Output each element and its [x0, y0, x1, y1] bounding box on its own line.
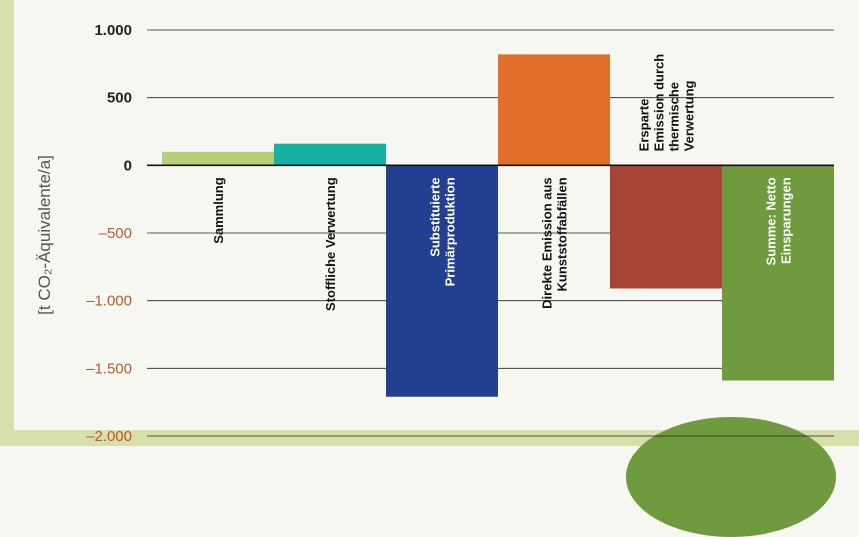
bar-label-text: Stoffliche Verwertung	[323, 177, 338, 311]
y-tick-label: –2.000	[86, 428, 132, 445]
bar	[274, 143, 386, 166]
y-tick-label: 500	[107, 90, 132, 107]
y-tick-label: –500	[99, 225, 132, 242]
bar-label-line: Ersparte	[637, 99, 652, 152]
bar-label-text: Summe: NettoEinsparungen	[764, 177, 794, 265]
bar-label: ErsparteEmission durchthermischeVerwertu…	[637, 54, 697, 152]
bar	[162, 151, 274, 166]
bar-label: Direkte Emission ausKunststoffabfällen	[540, 177, 570, 309]
bar-label-line: Primärproduktion	[443, 177, 458, 286]
bar-label: SubstituiertePrimärproduktion	[428, 177, 458, 286]
y-axis-label: [t CO₂-Äquivalente/a]	[35, 155, 54, 315]
y-tick-label: –1.500	[86, 360, 132, 377]
bar-label-line: Stoffliche Verwertung	[323, 177, 338, 311]
bar-label-text: ErsparteEmission durchthermischeVerwertu…	[637, 54, 697, 152]
bar-label-line: Kunststoffabfällen	[555, 177, 570, 291]
bar-label-line: Verwertung	[682, 80, 697, 151]
y-tick-label: 1.000	[94, 22, 132, 39]
bar-label-line: thermische	[667, 82, 682, 151]
bar-label-text: SubstituiertePrimärproduktion	[428, 177, 458, 286]
y-tick-label: –1.000	[86, 293, 132, 310]
bar-label-text: Direkte Emission ausKunststoffabfällen	[540, 177, 570, 309]
bar	[386, 165, 498, 397]
y-tick-label: 0	[124, 157, 132, 174]
bar-label-line: Einsparungen	[779, 177, 794, 264]
bar-label: Stoffliche Verwertung	[323, 177, 338, 311]
bar-label-line: Summe: Netto	[764, 177, 779, 265]
bar-label: Sammlung	[211, 177, 226, 244]
bar-label-line: Substituierte	[428, 177, 443, 256]
bar-label-text: Sammlung	[211, 177, 226, 244]
bar-label: Summe: NettoEinsparungen	[764, 177, 794, 265]
bar-label-line: Emission durch	[652, 54, 667, 152]
bar	[498, 54, 610, 166]
bar-label-line: Sammlung	[211, 177, 226, 244]
left-decor-band	[0, 0, 14, 430]
bar-chart: [t CO₂-Äquivalente/a] 1.000 500 0 –500 –1.00…	[35, 22, 834, 445]
bar	[610, 165, 722, 289]
bar	[722, 165, 834, 381]
bar-label-line: Direkte Emission aus	[540, 177, 555, 308]
